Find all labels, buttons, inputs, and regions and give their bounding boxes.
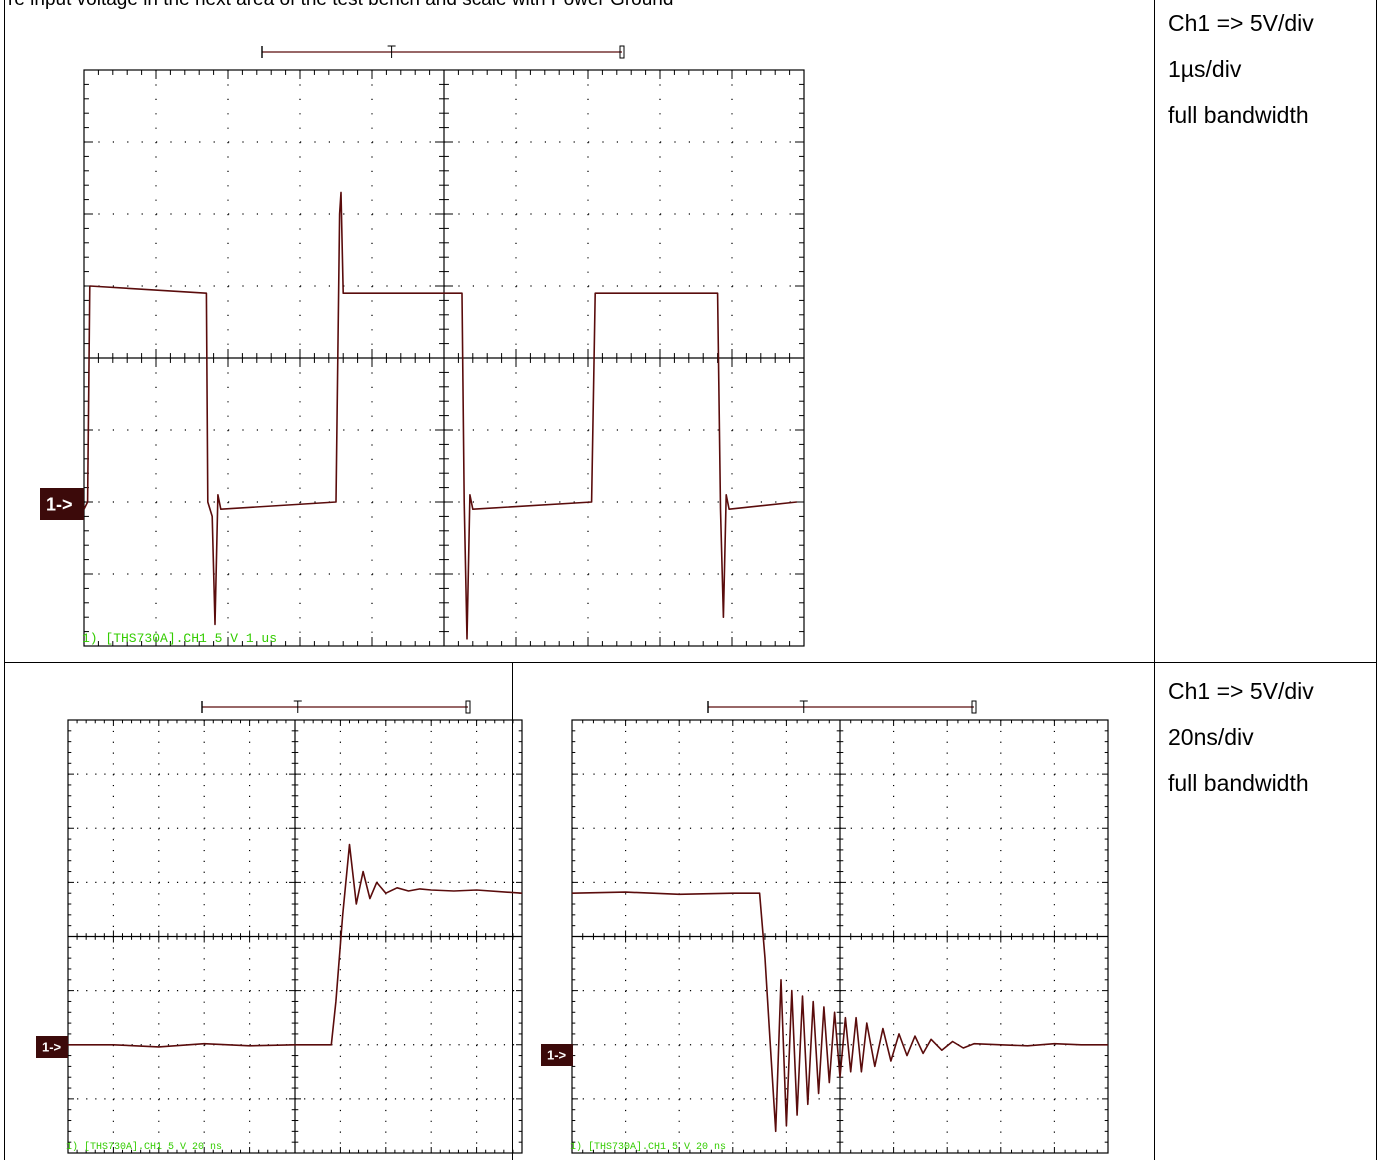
waveform-trace (571, 891, 1108, 1133)
table-border-right (1376, 0, 1377, 1160)
table-border-middle (1154, 0, 1155, 1160)
graticule-ticks (84, 70, 804, 646)
channel-marker-label: 1-> (42, 1039, 62, 1054)
notes-row-2: Ch1 => 5V/div 20ns/div full bandwidth (1168, 668, 1314, 806)
channel-marker-label: 1-> (46, 494, 73, 514)
scope-status-label: 1) [THS730A].CH1 5 V 1 us (82, 631, 277, 646)
record-length-bar (201, 700, 471, 714)
note-time-per-div: 20ns/div (1168, 724, 1254, 750)
channel-marker-box (541, 1044, 573, 1066)
note-time-per-div: 1µs/div (1168, 56, 1242, 82)
table-row-divider (4, 662, 1377, 663)
header-text: re input voltage in the next area of the… (8, 0, 673, 11)
record-bar-end (619, 45, 625, 59)
note-bandwidth: full bandwidth (1168, 102, 1309, 128)
table-border-left (4, 0, 5, 1160)
notes-row-1: Ch1 => 5V/div 1µs/div full bandwidth (1168, 0, 1314, 138)
channel-marker-box (40, 488, 84, 520)
record-bar-end (971, 700, 977, 714)
note-bandwidth: full bandwidth (1168, 770, 1309, 796)
table-cell-divider (512, 662, 513, 1160)
scope-rising-edge: 1-> 1) [THS730A].CH1 5 V 20 ns (36, 700, 523, 1154)
channel-marker-label: 1-> (547, 1047, 567, 1062)
waveform-trace (83, 191, 797, 640)
scope-falling-edge: 1-> 1) [THS730A].CH1 5 V 20 ns (541, 700, 1109, 1154)
waveform-trace (68, 843, 523, 1048)
note-volts-per-div: Ch1 => 5V/div (1168, 10, 1314, 36)
record-length-bar (261, 45, 625, 59)
scope-1us: 1-> 1) [THS730A].CH1 5 V 1 us (40, 45, 805, 647)
record-length-bar (707, 700, 977, 714)
scope-status-label: 1) [THS730A].CH1 5 V 20 ns (66, 1141, 222, 1153)
graticule-ticks (68, 720, 522, 1153)
channel-marker-box (36, 1036, 68, 1058)
note-volts-per-div: Ch1 => 5V/div (1168, 678, 1314, 704)
scope-status-label: 1) [THS730A].CH1 5 V 20 ns (570, 1141, 726, 1153)
record-bar-end (465, 700, 471, 714)
